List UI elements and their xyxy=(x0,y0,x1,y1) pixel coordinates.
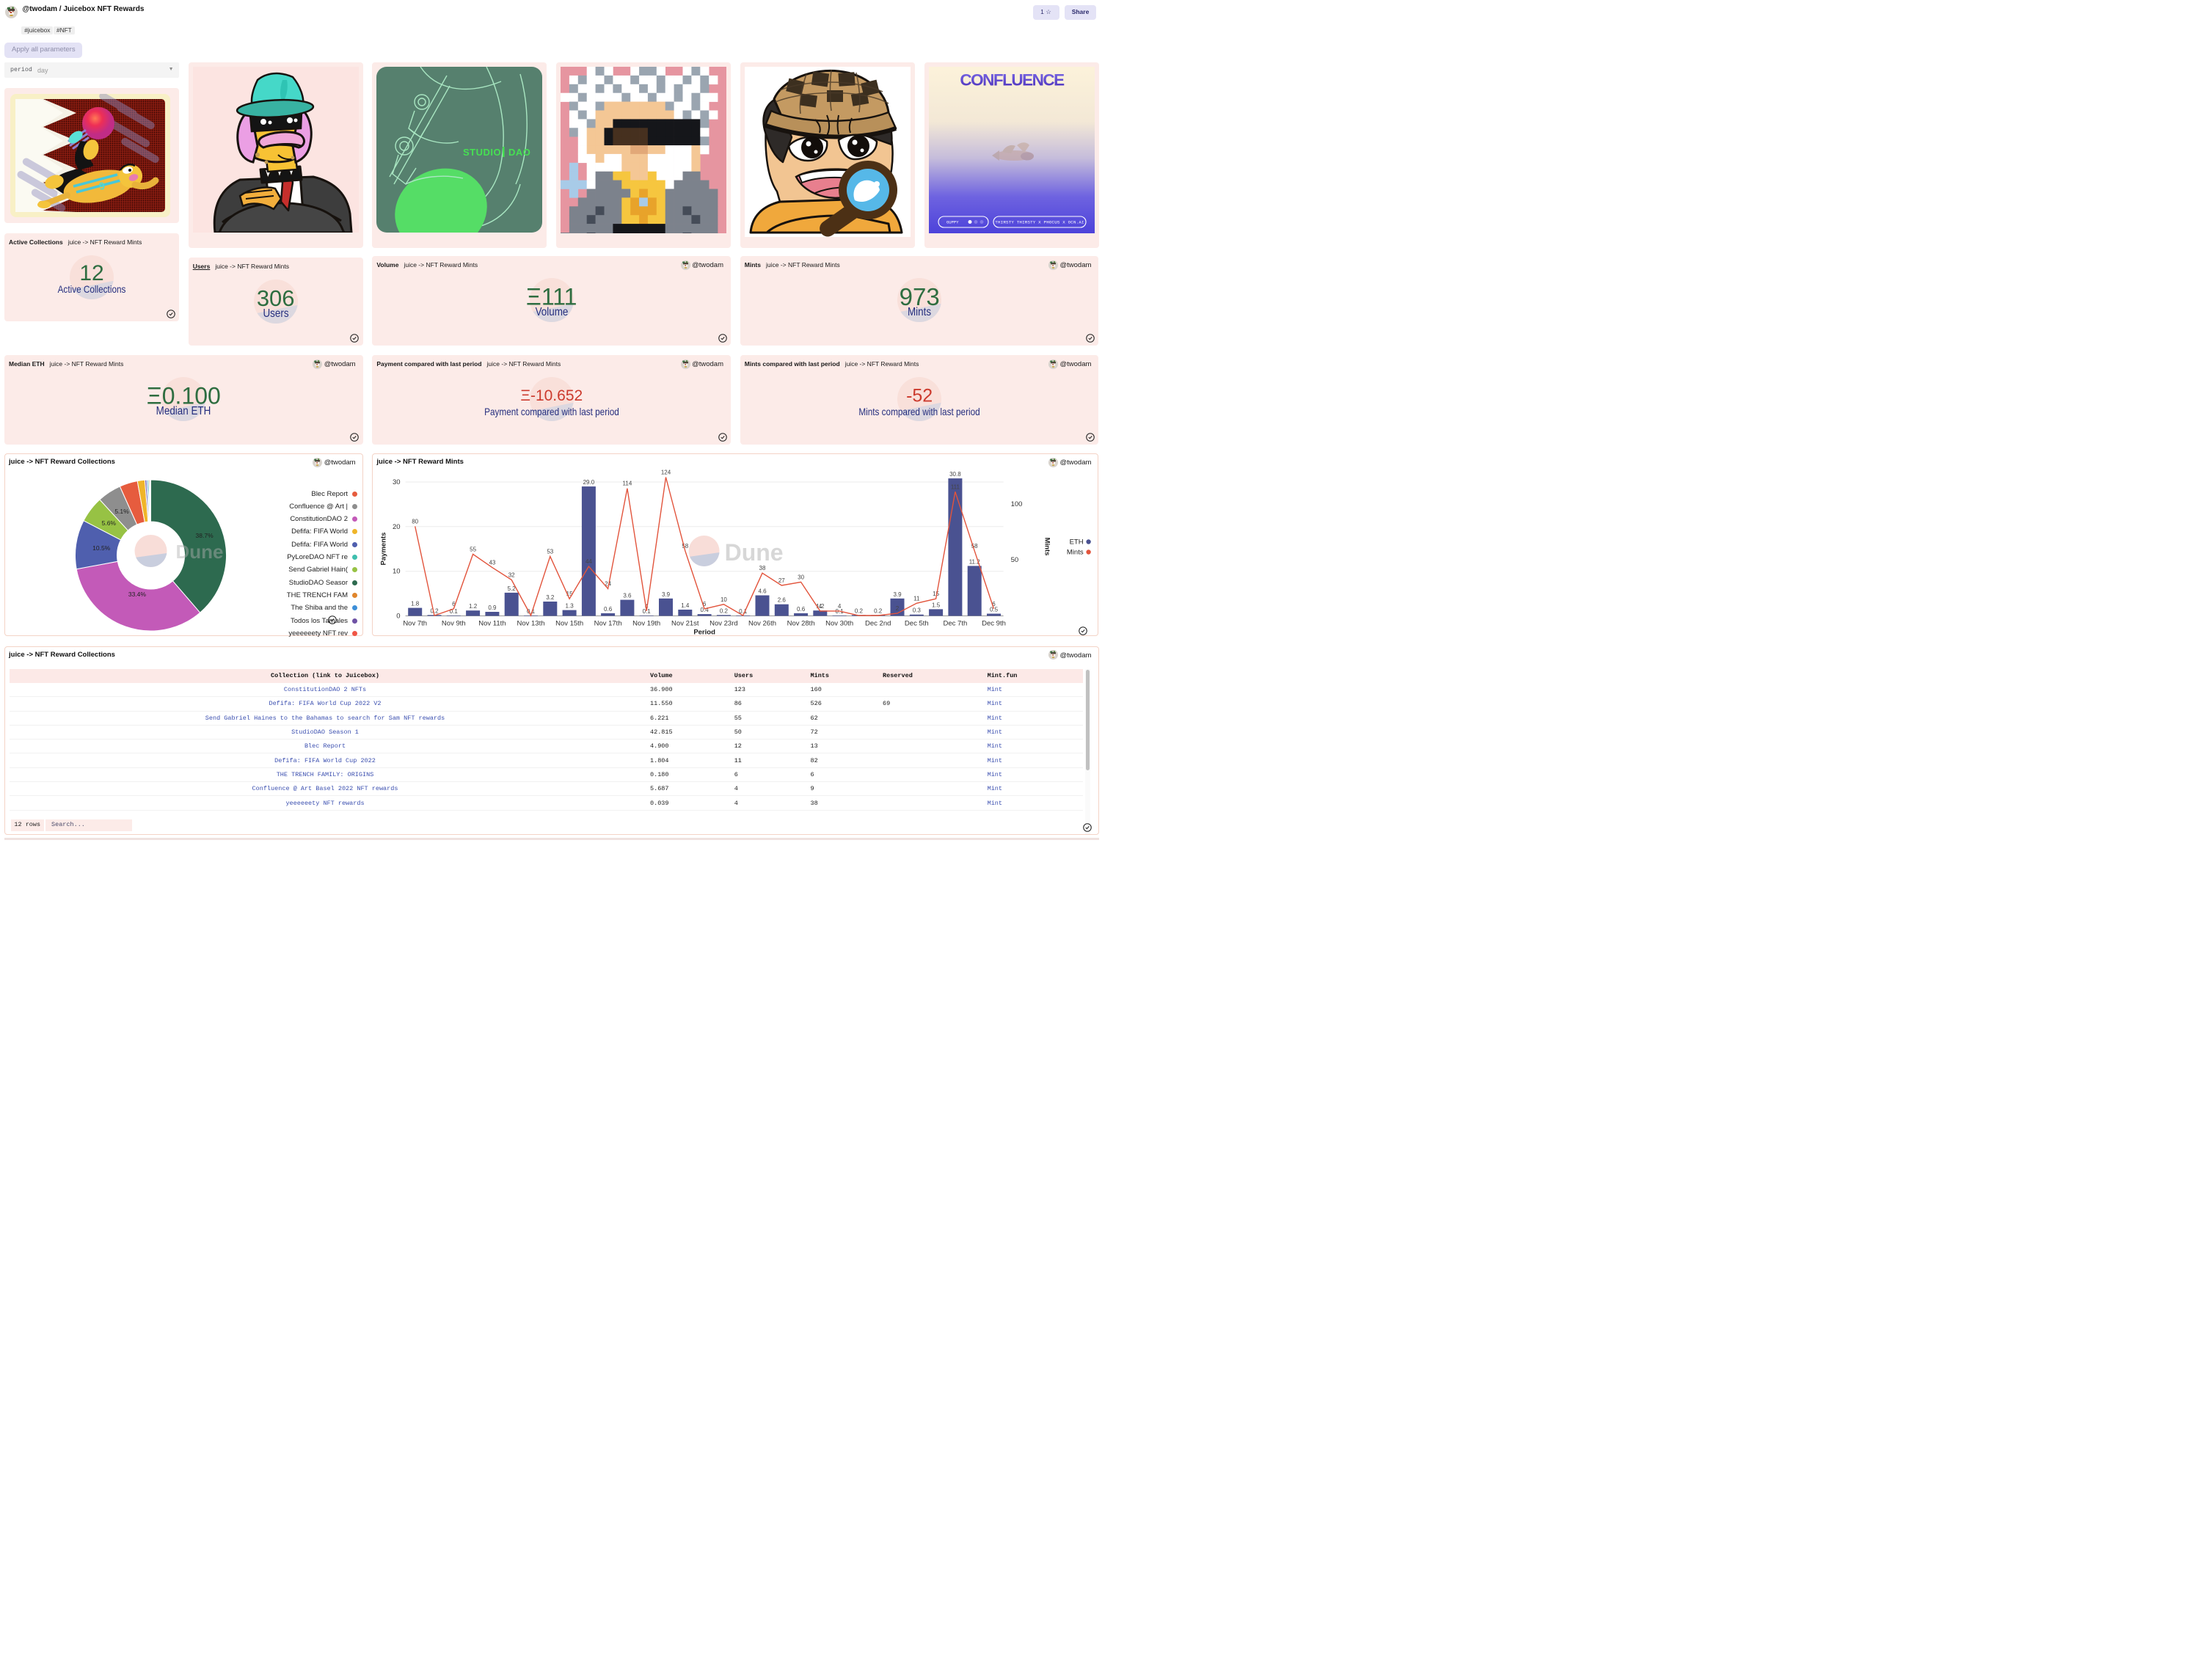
svg-text:50: 50 xyxy=(1011,556,1019,564)
svg-text:Dec 9th: Dec 9th xyxy=(982,620,1007,628)
svg-text:24: 24 xyxy=(605,581,612,588)
svg-text:Nov 11th: Nov 11th xyxy=(479,620,506,628)
svg-text:0.6: 0.6 xyxy=(604,606,613,613)
svg-text:58: 58 xyxy=(682,543,689,549)
svg-text:STUDIO: STUDIO xyxy=(463,147,501,158)
svg-text:0.2: 0.2 xyxy=(431,607,439,614)
svg-text:Nov 13th: Nov 13th xyxy=(517,620,545,628)
svg-text:Nov 7th: Nov 7th xyxy=(404,620,428,628)
svg-text:3.9: 3.9 xyxy=(662,591,671,598)
svg-text:Period: Period xyxy=(694,629,716,637)
svg-text:20: 20 xyxy=(393,523,401,531)
svg-text:Payments: Payments xyxy=(380,533,388,566)
svg-text:9: 9 xyxy=(98,179,106,191)
svg-text:80: 80 xyxy=(412,518,419,525)
svg-text:43: 43 xyxy=(489,560,496,566)
svg-text:30.8: 30.8 xyxy=(950,471,962,478)
svg-text:Nov 21st: Nov 21st xyxy=(671,620,699,628)
svg-text:38: 38 xyxy=(759,565,766,571)
svg-text:CONFLUENCE: CONFLUENCE xyxy=(960,71,1065,90)
svg-text:Dune: Dune xyxy=(176,541,224,563)
svg-text:0.2: 0.2 xyxy=(855,607,864,614)
svg-text:33.4%: 33.4% xyxy=(128,591,147,598)
svg-text:15: 15 xyxy=(933,591,940,597)
svg-text:Dec 5th: Dec 5th xyxy=(905,620,929,628)
svg-text:DAO: DAO xyxy=(508,147,530,158)
svg-text:0.4: 0.4 xyxy=(701,607,709,613)
svg-text:0.1: 0.1 xyxy=(450,608,459,615)
svg-text:4: 4 xyxy=(838,603,842,610)
svg-text:1.3: 1.3 xyxy=(566,603,574,610)
svg-text:3.2: 3.2 xyxy=(547,594,555,601)
svg-text:3.9: 3.9 xyxy=(894,591,902,598)
svg-text:1.8: 1.8 xyxy=(412,601,420,607)
svg-text:11.2: 11.2 xyxy=(969,558,981,565)
svg-text:10: 10 xyxy=(721,596,727,603)
svg-text:0.6: 0.6 xyxy=(797,606,806,613)
svg-text:Mints: Mints xyxy=(1043,538,1051,556)
svg-text:44: 44 xyxy=(586,558,592,565)
svg-text:4: 4 xyxy=(819,603,822,610)
svg-text:3.6: 3.6 xyxy=(624,593,632,599)
svg-text:2.6: 2.6 xyxy=(778,597,787,604)
svg-text:0.9: 0.9 xyxy=(489,605,497,611)
svg-text:Dune: Dune xyxy=(725,539,784,566)
svg-text:55: 55 xyxy=(470,546,477,552)
svg-text:Nov 23rd: Nov 23rd xyxy=(710,620,739,628)
svg-text:Dec 7th: Dec 7th xyxy=(944,620,968,628)
svg-text:0.1: 0.1 xyxy=(740,608,748,615)
svg-text:Nov 28th: Nov 28th xyxy=(787,620,815,628)
svg-text:10: 10 xyxy=(393,568,401,576)
svg-text:0.1: 0.1 xyxy=(643,608,652,615)
svg-text:THIRSTY THIRSTY X PHOCUS X OCN: THIRSTY THIRSTY X PHOCUS X OCN.AI xyxy=(995,220,1084,225)
svg-text:124: 124 xyxy=(661,470,671,476)
svg-text:6: 6 xyxy=(452,601,456,607)
svg-text:0.1: 0.1 xyxy=(527,608,536,615)
svg-text:Nov 15th: Nov 15th xyxy=(555,620,583,628)
svg-text:32: 32 xyxy=(508,571,515,578)
svg-text:11: 11 xyxy=(914,595,921,602)
svg-text:0.2: 0.2 xyxy=(875,607,883,614)
svg-text:111: 111 xyxy=(951,483,960,490)
svg-text:1.5: 1.5 xyxy=(932,602,941,608)
svg-text:4.6: 4.6 xyxy=(759,588,767,595)
svg-text:1.4: 1.4 xyxy=(682,602,690,609)
svg-text:ETH: ETH xyxy=(1070,538,1084,547)
svg-text:100: 100 xyxy=(1011,500,1023,508)
svg-text:2: 2 xyxy=(896,605,900,612)
svg-text:5.2: 5.2 xyxy=(508,585,517,592)
svg-text:30: 30 xyxy=(798,574,805,580)
svg-text:Nov 17th: Nov 17th xyxy=(594,620,622,628)
svg-text:Nov 9th: Nov 9th xyxy=(442,620,466,628)
svg-text:0.3: 0.3 xyxy=(913,607,922,614)
svg-text:10.5%: 10.5% xyxy=(92,544,111,552)
svg-text:1.2: 1.2 xyxy=(817,603,825,610)
svg-text:30: 30 xyxy=(393,478,401,486)
svg-text:Dec 2nd: Dec 2nd xyxy=(865,620,891,628)
svg-text:6: 6 xyxy=(993,601,996,607)
svg-text:53: 53 xyxy=(547,548,554,555)
svg-text:1.2: 1.2 xyxy=(469,603,478,610)
svg-text:38.7%: 38.7% xyxy=(196,532,214,539)
svg-text:Nov 19th: Nov 19th xyxy=(633,620,661,628)
svg-text:0.5: 0.5 xyxy=(990,607,999,613)
svg-text:114: 114 xyxy=(623,481,632,487)
svg-text:5.6%: 5.6% xyxy=(102,519,117,527)
svg-text:GUPPY: GUPPY xyxy=(946,220,959,225)
svg-text:Nov 30th: Nov 30th xyxy=(825,620,853,628)
svg-text:Mints: Mints xyxy=(1067,549,1084,557)
svg-text:27: 27 xyxy=(778,577,785,584)
svg-text:6: 6 xyxy=(703,601,707,607)
svg-text:58: 58 xyxy=(971,543,978,549)
svg-text:0: 0 xyxy=(397,613,401,621)
svg-text:29.0: 29.0 xyxy=(583,479,595,486)
svg-text:0.2: 0.2 xyxy=(720,607,729,614)
svg-text:15: 15 xyxy=(566,591,573,597)
svg-text:Nov 26th: Nov 26th xyxy=(748,620,776,628)
svg-text:5.1%: 5.1% xyxy=(114,508,129,515)
